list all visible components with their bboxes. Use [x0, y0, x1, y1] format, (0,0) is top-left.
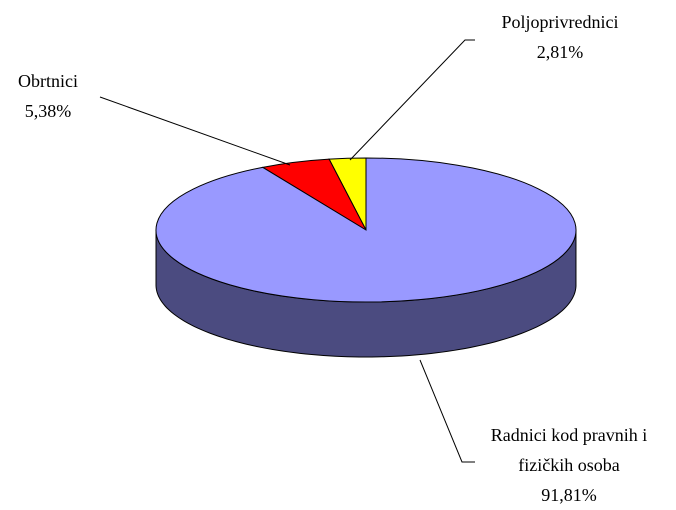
slice-label: Poljoprivrednici 2,81% — [470, 7, 650, 67]
leader-line — [419, 359, 475, 463]
slice-label: Radnici kod pravnih i fizičkih osoba 91,… — [462, 420, 676, 510]
slice-label: Obrtnici 5,38% — [0, 66, 96, 126]
category-label: Poljoprivrednici — [501, 12, 619, 32]
value-label: 5,38% — [24, 101, 72, 121]
category-label: Obrtnici — [18, 71, 78, 91]
value-label: 91,81% — [541, 485, 597, 505]
value-label: 2,81% — [536, 42, 584, 62]
pie-top — [155, 157, 577, 303]
slice — [155, 157, 577, 303]
leader-line — [99, 96, 291, 166]
leader-line — [349, 39, 475, 161]
category-label: Radnici kod pravnih i fizičkih osoba — [490, 425, 648, 475]
